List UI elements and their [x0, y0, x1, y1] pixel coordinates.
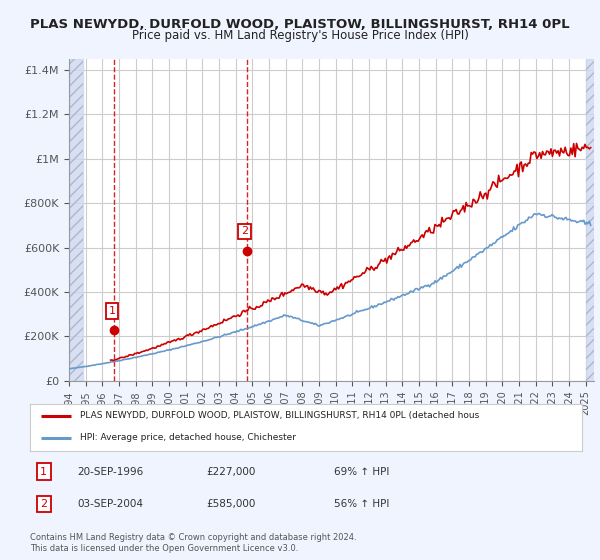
Text: 1: 1	[40, 467, 47, 477]
Text: £585,000: £585,000	[206, 499, 256, 509]
Text: PLAS NEWYDD, DURFOLD WOOD, PLAISTOW, BILLINGSHURST, RH14 0PL (detached hous: PLAS NEWYDD, DURFOLD WOOD, PLAISTOW, BIL…	[80, 412, 479, 421]
Bar	[586, 59, 594, 381]
Text: 69% ↑ HPI: 69% ↑ HPI	[334, 467, 389, 477]
Text: HPI: Average price, detached house, Chichester: HPI: Average price, detached house, Chic…	[80, 433, 296, 442]
Text: £227,000: £227,000	[206, 467, 256, 477]
Text: 2: 2	[241, 226, 248, 236]
Bar	[69, 59, 83, 381]
Text: Price paid vs. HM Land Registry's House Price Index (HPI): Price paid vs. HM Land Registry's House …	[131, 29, 469, 42]
Bar	[69, 59, 83, 381]
Text: 56% ↑ HPI: 56% ↑ HPI	[334, 499, 389, 509]
Text: Contains HM Land Registry data © Crown copyright and database right 2024.
This d: Contains HM Land Registry data © Crown c…	[30, 533, 356, 553]
Text: 2: 2	[40, 499, 47, 509]
Text: PLAS NEWYDD, DURFOLD WOOD, PLAISTOW, BILLINGSHURST, RH14 0PL: PLAS NEWYDD, DURFOLD WOOD, PLAISTOW, BIL…	[30, 18, 570, 31]
Text: 20-SEP-1996: 20-SEP-1996	[77, 467, 143, 477]
Text: 03-SEP-2004: 03-SEP-2004	[77, 499, 143, 509]
Text: 1: 1	[109, 306, 115, 316]
Bar	[586, 59, 594, 381]
